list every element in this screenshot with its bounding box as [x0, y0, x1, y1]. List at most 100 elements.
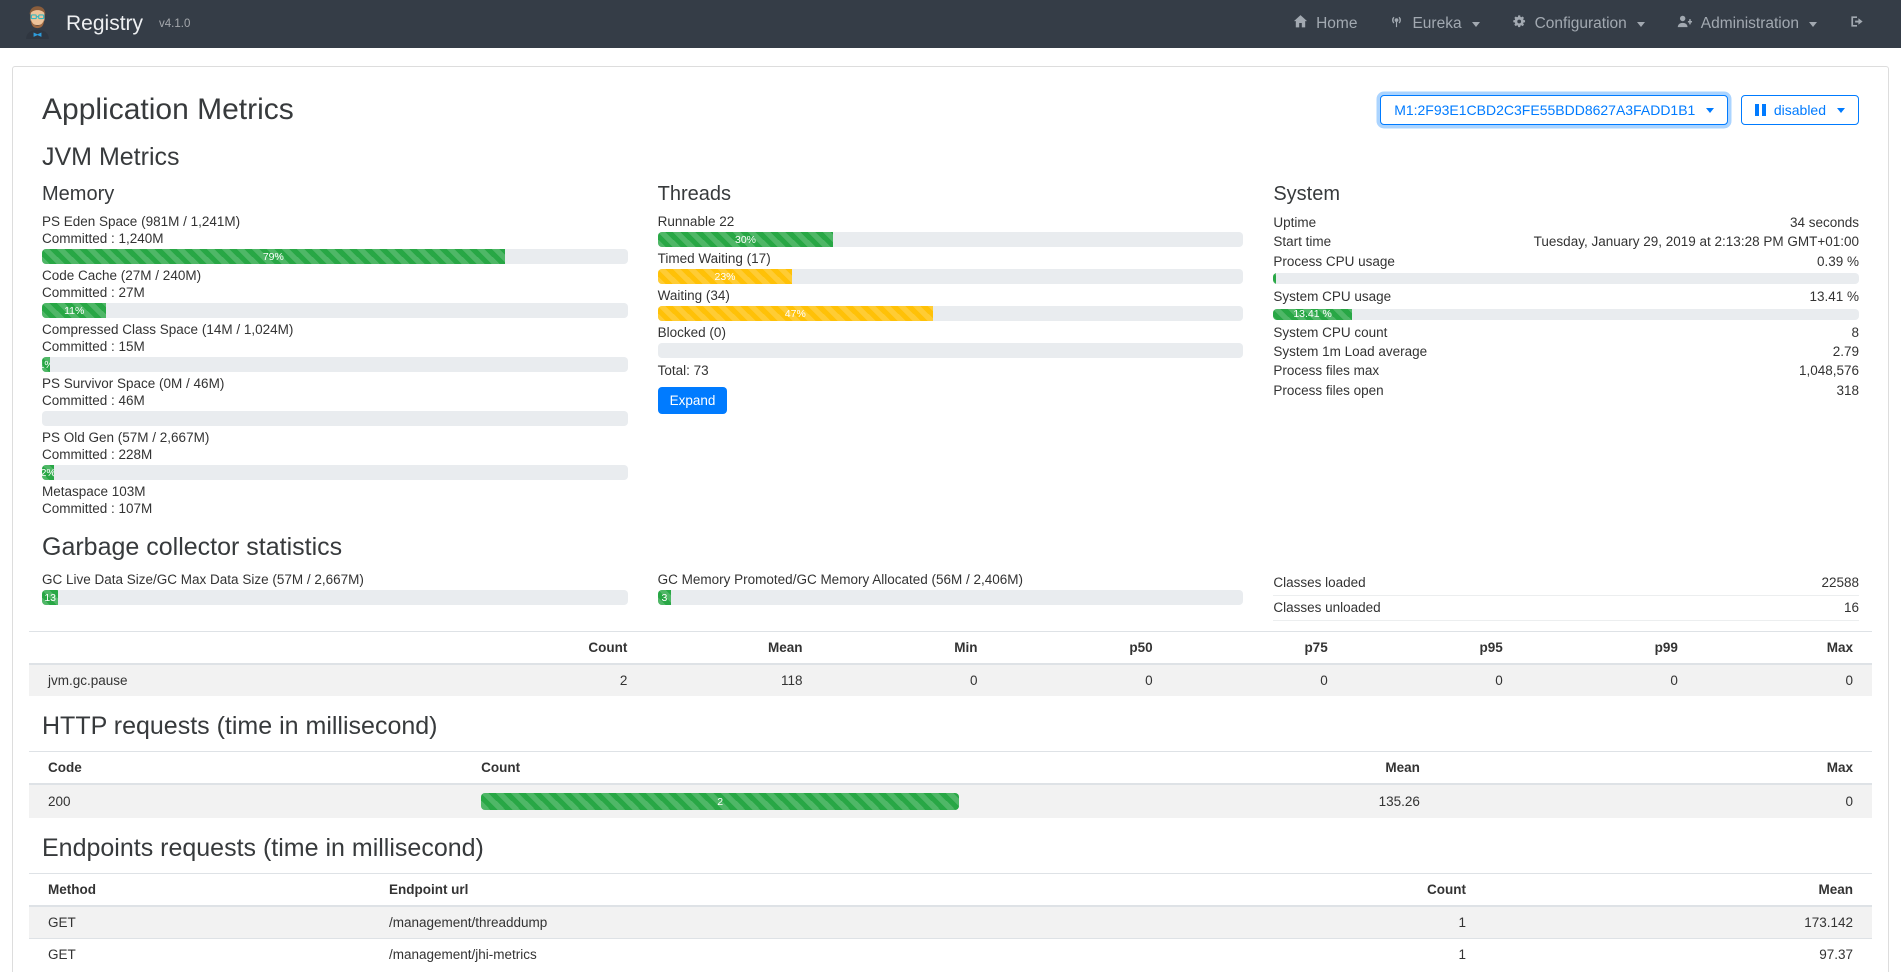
system-row: Start time Tuesday, January 29, 2019 at 2… [1273, 234, 1859, 250]
brand-link[interactable]: Registry v4.1.0 [20, 4, 190, 44]
column-header: Max [1438, 751, 1872, 785]
column-header: Mean [646, 631, 822, 665]
chevron-down-icon [1636, 21, 1645, 27]
memory-title: Memory [42, 183, 115, 205]
cogs-icon [1512, 14, 1527, 34]
gc-live-data: GC Live Data Size/GC Max Data Size (57M … [42, 571, 628, 621]
gc-progress: 3 [657, 590, 1244, 605]
memory-column: Memory PS Eden Space (981M / 1,241M) Com… [42, 181, 628, 517]
system-title: System [1273, 183, 1341, 205]
thread-state: Waiting (34) 47% [657, 287, 1244, 321]
jvm-metrics-title: JVM Metrics [42, 143, 180, 171]
gc-progress: 13 [42, 590, 628, 605]
system-row: System CPU usage 13.41 % [1273, 289, 1859, 305]
expand-button[interactable]: Expand [657, 387, 728, 414]
nav-item-configuration[interactable]: Configuration [1496, 14, 1661, 34]
memory-progress: 79% [42, 249, 628, 264]
memory-pool: Compressed Class Space (14M / 1,024M) Co… [42, 321, 628, 372]
endpoints-table: Method Endpoint url Count Mean GET /mana… [29, 873, 1872, 970]
system-row: Process CPU usage 0.39 % [1273, 253, 1859, 269]
gc-title: Garbage collector statistics [42, 533, 343, 561]
memory-pool: Metaspace 103M Committed : 107M [42, 484, 153, 516]
chevron-down-icon [1471, 21, 1480, 27]
process-cpu-progress [1273, 273, 1859, 285]
system-row: Process files open 318 [1273, 382, 1859, 398]
column-header: p50 [996, 631, 1172, 665]
column-header: Max [1696, 631, 1872, 665]
table-row: jvm.gc.pause 2 118 0 0 0 0 0 0 [29, 663, 1872, 696]
column-header: Mean [978, 751, 1439, 785]
table-row: 200 2 135.26 0 [29, 783, 1872, 818]
threads-column: Threads Runnable 22 30% Timed Waiting (1… [657, 181, 1244, 517]
http-requests-table: Code Count Mean Max 200 2 135.26 0 [29, 751, 1872, 818]
http-requests-title: HTTP requests (time in millisecond) [42, 712, 438, 740]
column-header: Method [29, 873, 370, 907]
threads-title: Threads [657, 183, 732, 205]
classes-unloaded-row: Classes unloaded 16 [1273, 596, 1859, 621]
table-header-row: Code Count Mean Max [29, 751, 1872, 785]
metrics-page: Application Metrics M1:2F93E1CBD2C3FE55B… [12, 66, 1889, 972]
page-title: Application Metrics [42, 93, 294, 126]
thread-progress: 23% [657, 269, 1244, 284]
column-header: p99 [1521, 631, 1697, 665]
jhipster-avatar-logo [20, 4, 55, 44]
endpoints-requests-title: Endpoints requests (time in millisecond) [42, 834, 484, 862]
navbar: Registry v4.1.0 Home Eureka Configuratio… [0, 0, 1901, 48]
memory-pool: PS Eden Space (981M / 1,241M) Committed … [42, 213, 628, 264]
user-plus-icon [1677, 14, 1693, 34]
broadcast-icon [1389, 14, 1404, 34]
thread-progress: 47% [657, 306, 1244, 321]
sign-out-button[interactable] [1833, 14, 1881, 34]
column-header: Code [29, 751, 463, 785]
memory-progress: 0% [42, 411, 628, 426]
pause-icon [1755, 104, 1766, 116]
threads-total: Total: 73 [657, 363, 709, 378]
system-row: System CPU count 8 [1273, 324, 1859, 340]
table-row: GET /management/jhi-metrics 1 97.37 [29, 938, 1872, 970]
nav-item-home[interactable]: Home [1277, 14, 1373, 34]
column-header: p75 [1171, 631, 1347, 665]
system-row: System 1m Load average 2.79 [1273, 344, 1859, 360]
thread-state: Blocked (0) 0% [657, 324, 1244, 358]
table-row: GET /management/threaddump 1 173.142 [29, 905, 1872, 939]
memory-pool: PS Survivor Space (0M / 46M) Committed :… [42, 375, 628, 426]
thread-state: Runnable 22 30% [657, 213, 1244, 247]
system-column: System Uptime 34 seconds Start time Tuesda… [1273, 181, 1859, 517]
sign-out-icon [1849, 14, 1865, 34]
system-row: Process files max 1,048,576 [1273, 363, 1859, 379]
chevron-down-icon [1706, 107, 1715, 113]
column-header: Mean [1484, 873, 1872, 907]
memory-progress: 11% [42, 303, 628, 318]
app-title: Registry [66, 12, 144, 35]
home-icon [1293, 14, 1308, 34]
system-cpu-progress: 13.41 % [1273, 308, 1859, 320]
column-header: Count [1134, 873, 1485, 907]
nav-item-eureka[interactable]: Eureka [1373, 14, 1495, 34]
system-row: Uptime 34 seconds [1273, 215, 1859, 230]
refresh-toggle-dropdown[interactable]: disabled [1741, 95, 1859, 125]
table-header-row: Method Endpoint url Count Mean [29, 873, 1872, 907]
table-header-row: Count Mean Min p50 p75 p95 p99 Max [29, 631, 1872, 665]
classes-loaded-row: Classes loaded 22588 [1273, 571, 1859, 596]
thread-state: Timed Waiting (17) 23% [657, 250, 1244, 284]
memory-progress: 2% [42, 465, 628, 480]
nav-item-administration[interactable]: Administration [1661, 14, 1833, 34]
gc-memory-promoted: GC Memory Promoted/GC Memory Allocated (… [657, 571, 1244, 621]
memory-pool: Code Cache (27M / 240M) Committed : 27M … [42, 267, 628, 318]
instance-selector-dropdown[interactable]: M1:2F93E1CBD2C3FE55BDD8627A3FADD1B1 [1380, 95, 1729, 125]
memory-pool: PS Old Gen (57M / 2,667M) Committed : 22… [42, 429, 628, 480]
column-header: p95 [1346, 631, 1522, 665]
gc-classes: Classes loaded 22588 Classes unloaded 16 [1273, 571, 1859, 621]
column-header: Count [462, 751, 979, 785]
memory-progress: 1% [42, 357, 628, 372]
nav-menu: Home Eureka Configuration Administration [1277, 14, 1881, 34]
gc-pause-table: Count Mean Min p50 p75 p95 p99 Max jvm.g… [29, 631, 1872, 696]
app-version: v4.1.0 [159, 18, 191, 30]
request-count-progress: 2 [481, 793, 960, 810]
column-header: Min [821, 631, 997, 665]
thread-progress: 30% [657, 232, 1244, 247]
chevron-down-icon [1837, 107, 1845, 113]
chevron-down-icon [1809, 21, 1817, 27]
column-header: Count [471, 631, 647, 665]
thread-progress: 0% [657, 343, 1244, 358]
